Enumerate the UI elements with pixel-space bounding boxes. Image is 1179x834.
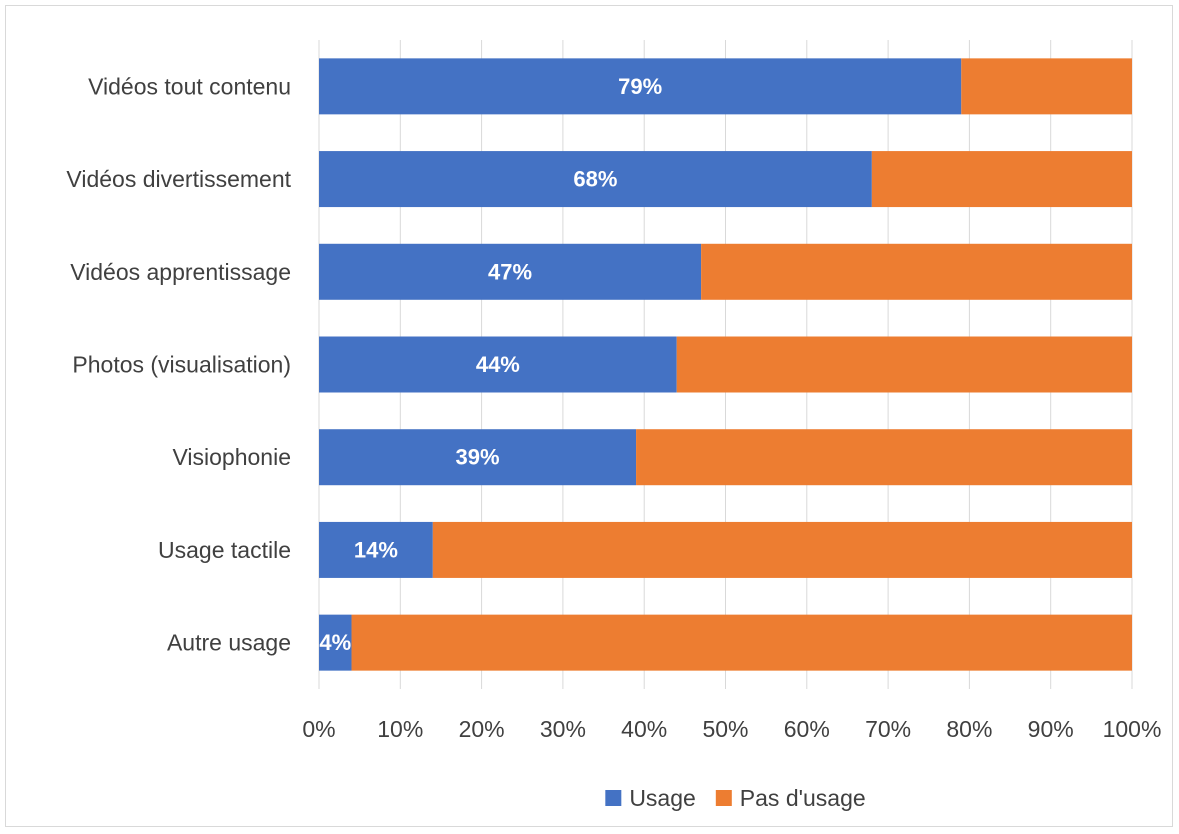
legend-item: Pas d'usage — [715, 785, 866, 811]
legend-item: Usage — [605, 785, 696, 811]
bar-usage — [319, 243, 702, 300]
legend-swatch — [605, 790, 622, 806]
legend: Usage Pas d'usage — [605, 785, 866, 811]
x-tick-label: 0% — [302, 716, 335, 742]
category-label: Vidéos divertissement — [66, 166, 291, 192]
bar-pas-usage — [351, 614, 1132, 671]
chart-frame: 79% 68% 47% 44% 39% 14% 4% Vidéos tout contenu… — [5, 5, 1173, 827]
x-tick-label: 60% — [784, 716, 830, 742]
bar-pas-usage — [636, 429, 1132, 486]
x-tick-label: 90% — [1028, 716, 1074, 742]
bar-usage — [319, 336, 677, 393]
x-tick-label: 80% — [946, 716, 992, 742]
category-label: Photos (visualisation) — [72, 352, 291, 378]
bar-pas-usage — [961, 58, 1132, 115]
data-label: 47% — [488, 259, 532, 284]
x-tick-label: 40% — [621, 716, 667, 742]
bars — [319, 58, 1132, 671]
legend-label: Pas d'usage — [740, 785, 866, 811]
bar-usage — [319, 521, 433, 578]
x-tick-label: 10% — [377, 716, 423, 742]
legend-swatch — [715, 790, 732, 806]
legend-label: Usage — [629, 785, 695, 811]
category-label: Autre usage — [167, 630, 291, 656]
bar-pas-usage — [871, 151, 1132, 208]
bar-pas-usage — [676, 336, 1132, 393]
data-label: 68% — [573, 167, 617, 192]
x-axis-ticks: 0% 10% 20% 30% 40% 50% 60% 70% 80% 90% 100% — [302, 716, 1161, 742]
data-labels: 79% 68% 47% 44% 39% 14% 4% — [319, 74, 662, 655]
data-label: 39% — [456, 445, 500, 470]
x-tick-label: 30% — [540, 716, 586, 742]
bar-pas-usage — [701, 243, 1132, 300]
x-tick-label: 20% — [459, 716, 505, 742]
x-tick-label: 100% — [1103, 716, 1162, 742]
category-label: Vidéos apprentissage — [70, 259, 291, 285]
x-tick-label: 50% — [702, 716, 748, 742]
x-tick-label: 70% — [865, 716, 911, 742]
category-label: Vidéos tout contenu — [88, 73, 291, 99]
bar-usage — [319, 58, 962, 115]
bar-usage — [319, 614, 352, 671]
data-label: 14% — [354, 537, 398, 562]
data-label: 4% — [319, 630, 351, 655]
category-label: Usage tactile — [158, 537, 291, 563]
bar-usage — [319, 429, 637, 486]
category-labels: Vidéos tout contenu Vidéos divertissement… — [66, 73, 291, 655]
category-label: Visiophonie — [172, 444, 291, 470]
stacked-bar-chart: 79% 68% 47% 44% 39% 14% 4% Vidéos tout contenu… — [66, 40, 1161, 811]
data-label: 79% — [618, 74, 662, 99]
bar-usage — [319, 151, 872, 208]
data-label: 44% — [476, 352, 520, 377]
bar-pas-usage — [432, 521, 1132, 578]
